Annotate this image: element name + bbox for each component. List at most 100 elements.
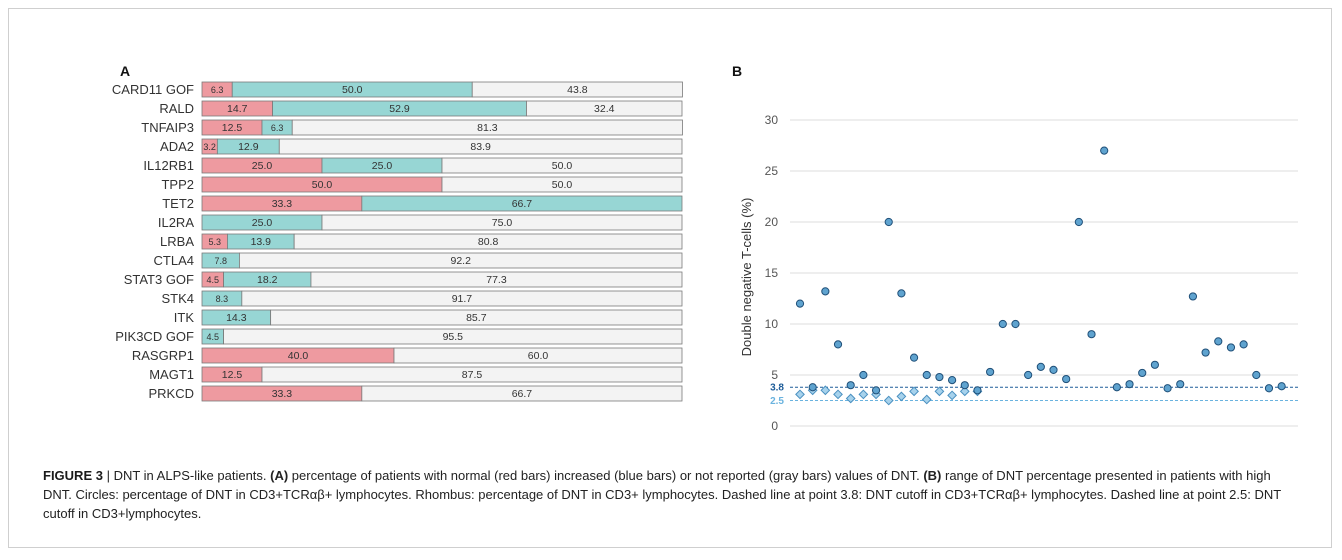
circle-point: [1188, 292, 1198, 301]
category-label: PIK3CD GOF: [115, 329, 194, 344]
circle-point: [1074, 217, 1083, 227]
category-label: RALD: [159, 101, 194, 116]
bar-segment-not_reported: [471, 81, 683, 98]
bar-value-label: 5.3: [208, 237, 221, 247]
bar-segment-not_reported: [261, 366, 683, 383]
circle-point: [1011, 319, 1020, 329]
category-label: STK4: [161, 291, 194, 306]
circle-point: [1214, 337, 1223, 346]
bar-value-label: 80.8: [478, 236, 499, 248]
circle-point: [1024, 370, 1033, 380]
circle-point: [897, 289, 906, 298]
y-tick-label: 20: [765, 215, 779, 229]
bar-value-label: 83.9: [470, 141, 491, 153]
bar-value-label: 52.9: [389, 103, 410, 115]
bar-segment-not_reported: [393, 347, 683, 364]
rhombus-point: [959, 386, 970, 397]
circle-point: [1264, 384, 1274, 393]
y-tick-label: 25: [765, 164, 779, 178]
circle-point: [1125, 380, 1134, 389]
y-tick-label: 30: [765, 113, 779, 127]
bar-segment-increased: [361, 195, 683, 212]
bar-segment-not_reported: [293, 233, 683, 250]
circle-point: [960, 381, 969, 390]
bar-value-label: 40.0: [288, 350, 309, 362]
circle-point: [846, 381, 855, 390]
bar-value-label: 25.0: [372, 160, 393, 172]
category-label: IL12RB1: [143, 158, 194, 173]
panel-b-letter: B: [732, 63, 742, 79]
rhombus-point: [896, 391, 907, 402]
bar-value-label: 4.5: [207, 275, 220, 285]
bar-value-label: 4.5: [207, 332, 220, 342]
circle-point: [871, 386, 881, 395]
circle-point: [998, 319, 1007, 329]
bar-value-label: 60.0: [528, 350, 549, 362]
bar-segment-not_reported: [270, 309, 683, 326]
circle-point: [1201, 348, 1210, 357]
circle-point: [1036, 362, 1045, 371]
bar-value-label: 25.0: [252, 217, 273, 229]
bar-value-label: 81.3: [477, 122, 498, 134]
circle-point: [1087, 330, 1096, 339]
bar-value-label: 14.7: [227, 103, 248, 115]
bar-value-label: 13.9: [251, 236, 272, 248]
caption-text-3: range of DNT percentage presented in pat…: [43, 468, 1281, 521]
y-axis-label: Double negative T-cells (%): [739, 198, 754, 357]
bar-value-label: 33.3: [272, 198, 293, 210]
cutoff-label: 2.5: [770, 396, 784, 407]
caption-text-1: DNT in ALPS-like patients.: [113, 468, 271, 483]
rhombus-point: [845, 393, 856, 404]
bar-value-label: 3.2: [203, 142, 216, 152]
bar-value-label: 66.7: [512, 198, 533, 210]
category-label: TET2: [162, 196, 194, 211]
circle-point: [1062, 374, 1071, 384]
category-label: TPP2: [161, 177, 194, 192]
category-label: CTLA4: [154, 253, 194, 268]
bar-segment-not_reported: [223, 328, 683, 345]
circle-point: [1277, 382, 1286, 391]
circle-point: [808, 383, 817, 392]
caption-separator: |: [102, 468, 114, 483]
bar-value-label: 7.8: [214, 256, 227, 266]
bar-value-label: 43.8: [567, 84, 588, 96]
bar-value-label: 66.7: [512, 388, 533, 400]
rhombus-point: [883, 395, 894, 406]
bar-value-label: 50.0: [552, 179, 573, 191]
bar-value-label: 92.2: [451, 255, 472, 267]
circle-point: [973, 386, 982, 395]
bar-segment-not_reported: [361, 385, 683, 402]
bar-segment-not_reported: [291, 119, 683, 136]
bar-value-label: 75.0: [492, 217, 513, 229]
cutoff-label: 3.8: [770, 383, 784, 394]
category-label: STAT3 GOF: [124, 272, 194, 287]
caption-text-2: percentage of patients with normal (red …: [288, 468, 924, 483]
figure-frame: [8, 8, 1332, 548]
circle-point: [1163, 384, 1172, 393]
y-tick-label: 0: [771, 419, 778, 433]
bar-value-label: 6.3: [211, 85, 224, 95]
bar-value-label: 12.5: [222, 369, 243, 381]
circle-point: [859, 370, 868, 380]
bar-value-label: 33.3: [272, 388, 293, 400]
circle-point: [1252, 370, 1261, 380]
category-label: RASGRP1: [132, 348, 194, 363]
rhombus-point: [934, 386, 945, 397]
panel-a-stacked-bar-chart: A CARD11 GOF 6.3 50.0 43.8 RALD 14.7 52.9 32.4 T…: [112, 63, 683, 402]
category-label: IL2RA: [158, 215, 194, 230]
category-label: LRBA: [160, 234, 194, 249]
bar-value-label: 87.5: [462, 369, 483, 381]
rhombus-point: [858, 389, 869, 400]
circle-point: [1176, 380, 1185, 389]
rhombus-point: [947, 390, 958, 401]
bar-value-label: 77.3: [486, 274, 507, 286]
figure-caption: FIGURE 3 | DNT in ALPS-like patients. (A…: [43, 466, 1303, 523]
bar-value-label: 6.3: [271, 123, 284, 133]
category-label: ADA2: [160, 139, 194, 154]
bar-value-label: 12.9: [238, 141, 259, 153]
panel-a-letter: A: [120, 63, 130, 79]
circle-point: [1239, 340, 1248, 349]
bar-value-label: 18.2: [257, 274, 278, 286]
bar-value-label: 50.0: [312, 179, 333, 191]
circle-point: [884, 217, 893, 227]
